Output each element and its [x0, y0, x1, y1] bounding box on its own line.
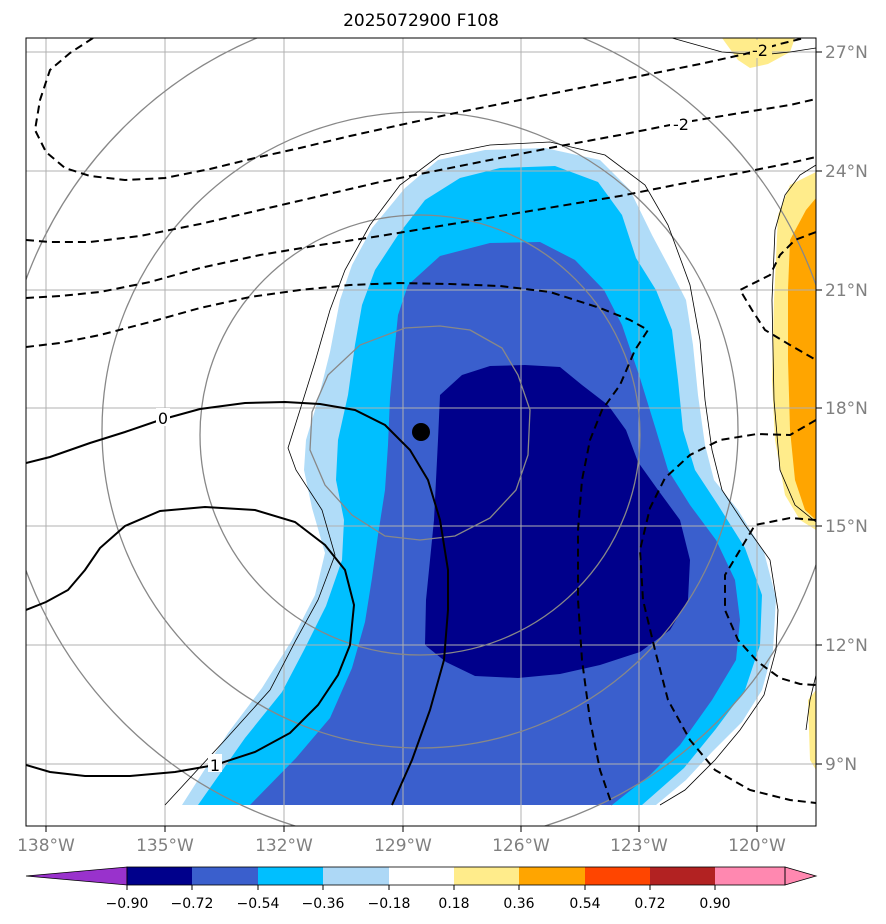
colorbar-extend-high	[784, 866, 818, 886]
contour-label-neg2-north: -2	[752, 41, 768, 60]
lat-label-27n: 27°N	[825, 43, 868, 63]
contour-label-0: 0	[158, 409, 168, 428]
lat-label-18n: 18°N	[825, 399, 868, 419]
colorbar-bin	[323, 867, 389, 885]
map-frame	[25, 37, 817, 827]
colorbar-label: −0.90	[106, 896, 149, 912]
colorbar-bin	[519, 867, 585, 885]
contour-label-0-bg	[156, 408, 170, 426]
lat-label-21n: 21°N	[825, 281, 868, 301]
contour-label-2-bg	[750, 40, 772, 58]
lon-label-126w: 126°W	[492, 836, 550, 856]
colorbar-bin	[389, 867, 454, 885]
contour-dashed-4	[26, 281, 650, 806]
figure-title: 2025072900 F108	[343, 11, 499, 31]
contour-dashed-7	[724, 516, 816, 686]
lat-axis: 9°N 12°N 15°N 18°N 21°N 24°N 27°N	[816, 43, 868, 775]
contour-dashed-3	[26, 156, 816, 299]
colorbar-label: −0.72	[171, 896, 214, 912]
colorbar-extend-low	[25, 866, 128, 886]
contour-label-1-bg	[208, 754, 222, 772]
outer-field-outline	[164, 141, 779, 806]
shade-yellow-southeast	[808, 690, 816, 770]
colorbar-label: −0.54	[237, 896, 280, 912]
lat-label-24n: 24°N	[825, 162, 868, 182]
colorbar-label: −0.18	[368, 896, 411, 912]
lon-label-123w: 123°W	[610, 836, 668, 856]
colorbar-bin	[585, 867, 650, 885]
colorbar-bin	[127, 867, 192, 885]
lat-label-9n: 9°N	[825, 755, 857, 775]
range-rings	[26, 38, 816, 826]
lon-label-129w: 129°W	[374, 836, 432, 856]
lat-label-12n: 12°N	[825, 636, 868, 656]
colorbar-bin	[258, 867, 323, 885]
lat-label-15n: 15°N	[825, 517, 868, 537]
colorbar-label: 0.90	[699, 896, 730, 912]
colorbar-frame	[126, 866, 786, 886]
range-ring-3	[101, 111, 739, 749]
colorbar-label: 0.18	[438, 896, 469, 912]
range-ring-1	[309, 325, 531, 541]
contour-dashed-2	[26, 98, 816, 243]
contour-dashed-1	[33, 38, 809, 182]
colorbar-bin	[454, 867, 519, 885]
colorbar-label: 0.72	[634, 896, 665, 912]
contour-1	[26, 505, 356, 777]
contour-label-1: 1	[210, 756, 220, 775]
lon-axis: 138°W 135°W 132°W 129°W 126°W 123°W 120°…	[17, 826, 786, 856]
colorbar-label: 0.54	[569, 896, 600, 912]
east-field-outline	[771, 164, 816, 523]
lon-label-120w: 120°W	[728, 836, 786, 856]
contour-dashed-6	[638, 419, 816, 804]
colorbar-bin	[715, 867, 785, 885]
map-area: 0 1 -2 -2	[26, 38, 816, 826]
contour-label-neg2-mid: -2	[673, 115, 689, 134]
dashed-contours	[26, 38, 816, 806]
lon-label-135w: 135°W	[136, 836, 194, 856]
shade-orange-east	[788, 198, 816, 520]
storm-center-marker	[412, 423, 430, 441]
colorbar-label: 0.36	[503, 896, 534, 912]
colorbar-label: −0.36	[302, 896, 345, 912]
shade-dark-blue	[425, 365, 690, 678]
colorbar: −0.90 −0.72 −0.54 −0.36 −0.18 0.18 0.36 …	[25, 866, 818, 912]
solid-contours	[26, 400, 449, 806]
contour-label-3-bg	[670, 114, 692, 132]
southeast-field-outline	[805, 674, 816, 731]
graticule	[26, 38, 816, 826]
contour-0	[26, 400, 449, 806]
contour-dashed-5	[738, 231, 816, 361]
contour-label-group: 0 1 -2 -2	[156, 40, 772, 775]
lon-label-132w: 132°W	[255, 836, 313, 856]
colorbar-bin	[192, 867, 258, 885]
lon-label-138w: 138°W	[17, 836, 75, 856]
colorbar-bin	[650, 867, 715, 885]
range-ring-2	[199, 214, 641, 656]
